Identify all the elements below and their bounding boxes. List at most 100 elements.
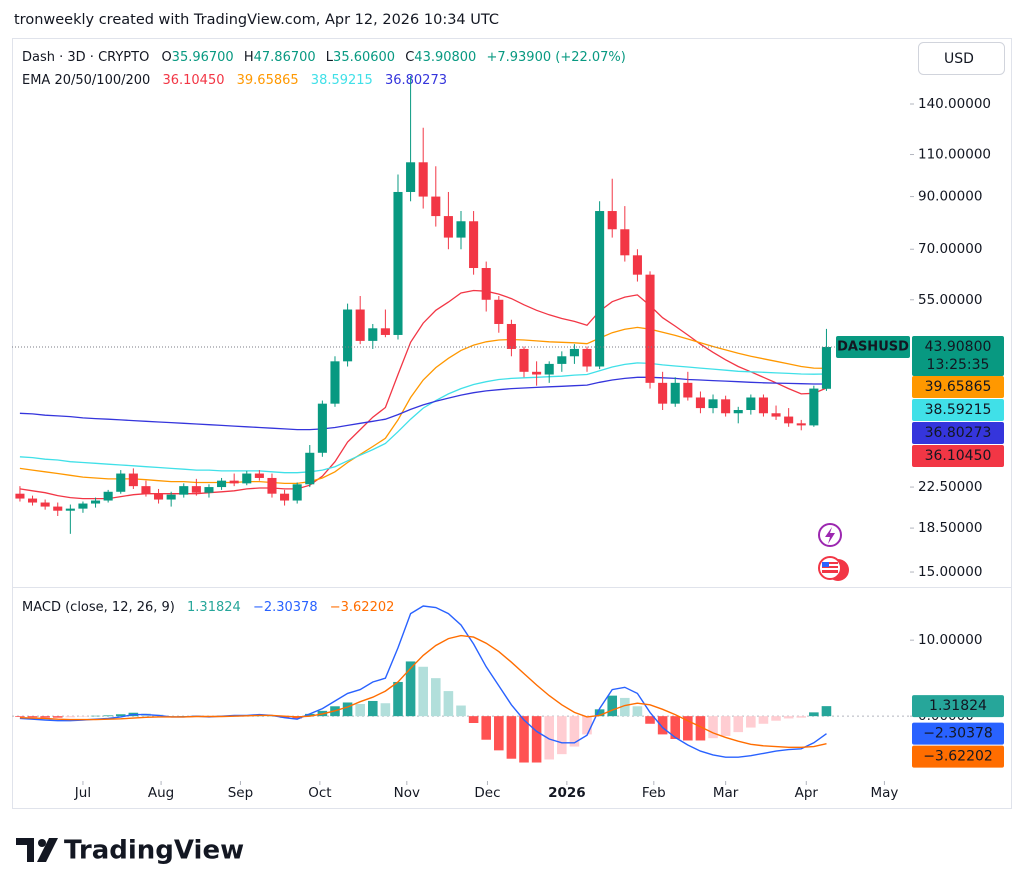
candle-body (733, 410, 743, 414)
histogram-bar (380, 703, 391, 717)
x-tick-label: May (870, 785, 898, 801)
histogram-bar (481, 716, 491, 740)
candle-body (784, 416, 794, 424)
histogram-bar (531, 716, 542, 763)
ohlc-key: O (161, 50, 171, 65)
macd-value: 1.31824 (187, 600, 241, 615)
candle-body (154, 493, 164, 500)
candle-body (481, 268, 491, 300)
brand-logo (16, 838, 34, 862)
ohlc-value: 35.60600 (333, 50, 395, 65)
y-tick-label: 90.00000 (918, 189, 982, 205)
histogram-bar (431, 678, 441, 717)
currency-button[interactable] (918, 42, 1005, 75)
y-tick-label: 110.00000 (918, 147, 991, 163)
ema-tag-label: 36.10450 (925, 448, 992, 464)
candle-body (796, 423, 806, 426)
x-tick-label: Dec (474, 785, 500, 801)
candle-body (78, 503, 88, 509)
ema-tag-label: 36.80273 (925, 425, 992, 441)
candle-body (746, 397, 756, 411)
histogram-bar (645, 716, 655, 724)
price-tag (912, 335, 1004, 376)
macd-legend: MACD (close, 12, 26, 9) 1.31824 −2.30378… (22, 600, 394, 615)
histogram-bar (65, 716, 76, 718)
histogram-bar (733, 716, 744, 733)
price-legend: Dash · 3D · CRYPTO O35.96700 H47.86700 L… (22, 50, 626, 65)
macd-line (19, 605, 827, 758)
histogram-bar (746, 716, 756, 728)
candle-body (607, 211, 617, 230)
candle-body (406, 162, 416, 192)
histogram-bar (103, 715, 113, 717)
x-tick-label: Feb (642, 785, 666, 801)
symbol-tag-label: DASHUSD (837, 339, 909, 354)
candle-body (456, 221, 466, 238)
brand-logo (37, 838, 58, 862)
macd-tag-label: −3.62202 (923, 749, 993, 765)
ema-line (19, 362, 827, 474)
histogram-bar (557, 716, 567, 755)
histogram-bar (771, 716, 781, 721)
ema-line (19, 376, 827, 431)
candle-body (380, 328, 390, 335)
histogram-bar (720, 716, 731, 736)
histogram-tag (912, 695, 1004, 718)
candle-body (141, 486, 151, 494)
histogram-bar (405, 661, 416, 717)
price-tag-label: 43.90800 (925, 339, 992, 355)
histogram-bar (393, 681, 403, 717)
ohlc-key: H (244, 50, 254, 65)
change-value: +7.93900 (+22.07%) (486, 50, 625, 65)
candle-body (758, 397, 768, 414)
macd-title: MACD (close, 12, 26, 9) (22, 600, 175, 615)
candle-body (557, 356, 567, 364)
candle-body (683, 382, 693, 398)
candle-body (431, 196, 441, 217)
histogram-bar (367, 700, 378, 717)
candle-body (116, 473, 126, 492)
histogram-bar (796, 716, 807, 718)
x-tick-label: Nov (394, 785, 420, 801)
macd-line (19, 634, 827, 748)
candle-body (15, 493, 25, 499)
candle-body (393, 191, 403, 335)
candle-body (330, 361, 340, 404)
candle-body (506, 323, 516, 349)
macd-tag (912, 722, 1004, 745)
candle-body (469, 221, 479, 269)
candle-body (645, 274, 655, 383)
candle-body (595, 211, 605, 367)
candle-body (721, 399, 731, 414)
candle-body (53, 506, 63, 511)
currency-label: USD (944, 51, 974, 67)
candle-body (128, 473, 138, 487)
macd-value: −3.62202 (330, 600, 395, 615)
x-tick-label: Apr (795, 785, 819, 801)
histogram-bar (418, 666, 428, 717)
candle-body (280, 493, 290, 501)
candle-body (544, 363, 554, 375)
candle-body (217, 480, 227, 488)
candle-body (305, 452, 315, 485)
ema-tag (912, 375, 1004, 398)
ohlc-key: L (326, 50, 334, 65)
ema-value: 38.59215 (311, 73, 373, 88)
histogram-bar (809, 712, 819, 717)
candle-body (532, 371, 542, 375)
x-tick-label: Aug (148, 785, 174, 801)
candle-body (242, 473, 252, 484)
brand-logo-dot (38, 839, 46, 847)
histogram-bar (52, 716, 63, 718)
candle-body (632, 255, 642, 275)
histogram-bar (582, 716, 592, 735)
chart-frame (12, 38, 1012, 809)
y-tick-label: 10.00000 (918, 632, 982, 648)
candle-body (821, 346, 831, 389)
y-tick-label: 15.00000 (918, 564, 982, 580)
ema-title: EMA 20/50/100/200 (22, 73, 150, 88)
histogram-bar (27, 716, 38, 718)
histogram-bar (468, 716, 479, 723)
event-icons (818, 523, 849, 581)
